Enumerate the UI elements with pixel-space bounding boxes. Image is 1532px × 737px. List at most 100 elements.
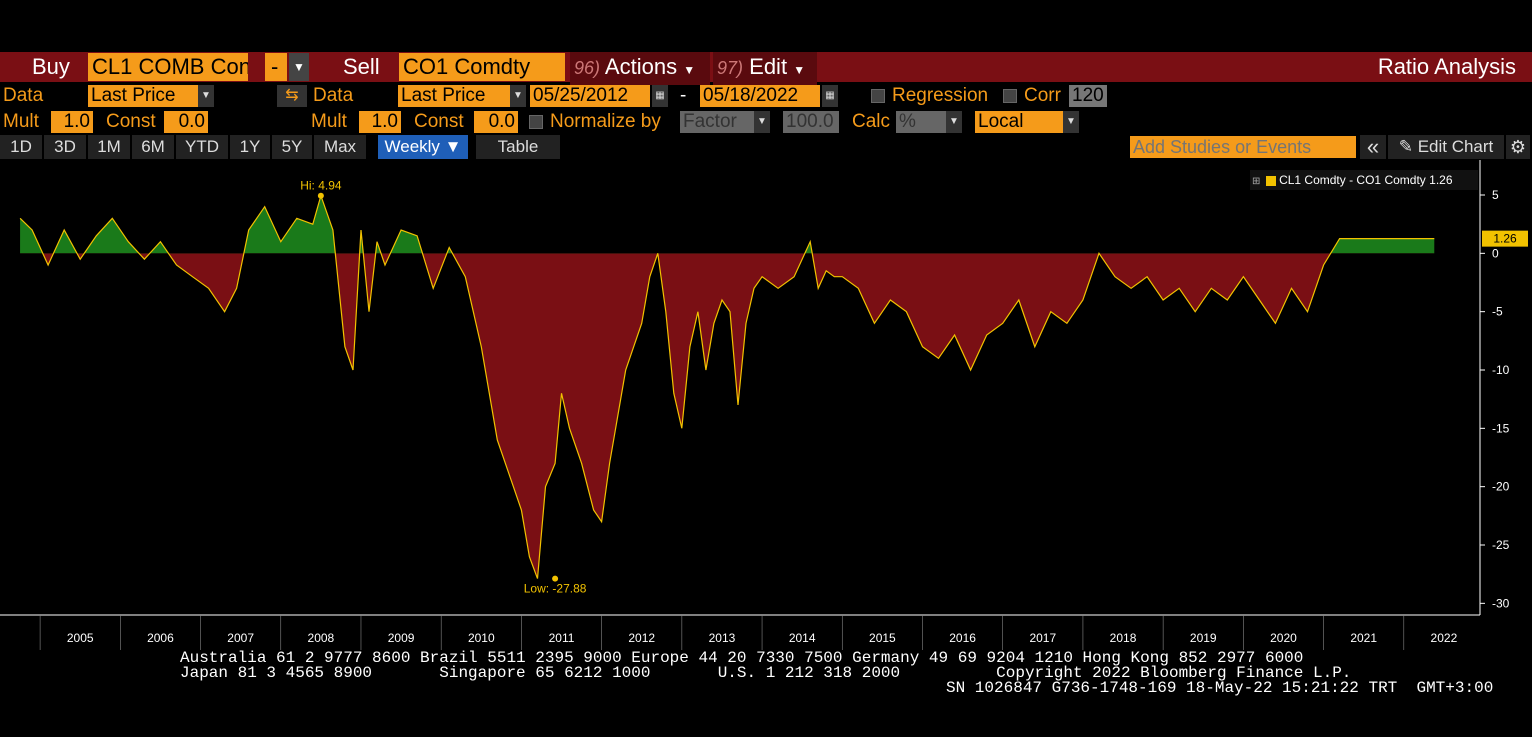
x-tick-label: 2011 — [549, 631, 575, 645]
mult-label-right: Mult — [311, 111, 347, 132]
const-input-left[interactable]: 0.0 — [164, 111, 208, 133]
chevron-down-icon: ▼ — [793, 63, 806, 77]
low-label: Low: -27.88 — [524, 582, 587, 596]
add-studies-input[interactable] — [1130, 136, 1356, 158]
collapse-icon[interactable]: « — [1360, 135, 1386, 159]
x-tick-label: 2013 — [709, 631, 736, 645]
mult-input-right[interactable]: 1.0 — [359, 111, 401, 133]
positive-area — [20, 195, 1435, 254]
hi-marker — [317, 192, 324, 199]
buy-ticker-input[interactable]: CL1 COMB Con — [88, 53, 248, 81]
normalize-factor-input[interactable]: 100.0 — [783, 111, 839, 133]
tab-table[interactable]: Table — [476, 135, 560, 159]
edit-menu-button[interactable]: 97) Edit ▼ — [713, 52, 817, 85]
data-label-right: Data — [313, 85, 354, 106]
normalize-checkbox[interactable] — [529, 115, 543, 129]
legend-swatch — [1265, 175, 1276, 186]
currency-select[interactable]: Local — [975, 111, 1063, 133]
corr-checkbox[interactable] — [1003, 89, 1017, 103]
x-tick-label: 2015 — [869, 631, 896, 645]
last-value-label: 1.26 — [1493, 232, 1517, 246]
chevron-down-icon[interactable]: ▼ — [1063, 111, 1079, 133]
x-tick-label: 2021 — [1350, 631, 1377, 645]
x-tick-label: 2006 — [147, 631, 174, 645]
actions-menu-button[interactable]: 96) Actions ▼ — [570, 52, 710, 85]
buy-label: Buy — [32, 54, 70, 79]
edit-chart-button[interactable]: ✎ Edit Chart — [1388, 135, 1504, 159]
chevron-down-icon[interactable]: ▼ — [754, 111, 770, 133]
x-tick-label: 2010 — [468, 631, 495, 645]
x-tick-label: 2008 — [308, 631, 335, 645]
legend-series-value: 1.26 — [1429, 173, 1453, 187]
chevron-down-icon[interactable]: ▼ — [946, 111, 962, 133]
chevron-down-icon: ▼ — [683, 63, 696, 77]
x-tick-label: 2016 — [949, 631, 976, 645]
legend-series-name: CL1 Comdty - CO1 Comdty — [1279, 173, 1426, 187]
swap-icon[interactable]: ⇆ — [277, 85, 307, 107]
y-tick-label: -25 — [1492, 538, 1510, 552]
ratio-chart: 5 0 -5 -10 -15 -20 -25 -30 2005 2006 2007 2008 2009 2… — [0, 160, 1528, 650]
tab-6m[interactable]: 6M — [132, 135, 174, 159]
actions-number: 96) — [574, 58, 601, 78]
mult-label-left: Mult — [3, 111, 39, 132]
y-tick-label: -15 — [1492, 421, 1510, 435]
calendar-icon[interactable]: ▦ — [822, 85, 838, 107]
y-tick-label: -20 — [1492, 480, 1510, 494]
x-tick-label: 2012 — [628, 631, 655, 645]
low-marker — [552, 575, 559, 582]
chevron-down-icon[interactable]: ▼ — [198, 85, 214, 107]
tab-3d[interactable]: 3D — [44, 135, 86, 159]
x-tick-label: 2022 — [1431, 631, 1458, 645]
tab-1y[interactable]: 1Y — [230, 135, 270, 159]
legend: ⊞ CL1 Comdty - CO1 Comdty 1.26 — [1250, 170, 1478, 190]
data-label-left: Data — [3, 85, 44, 106]
tab-max[interactable]: Max — [314, 135, 366, 159]
series-line — [19, 193, 1435, 579]
edit-chart-label: Edit Chart — [1417, 137, 1494, 156]
x-tick-label: 2005 — [67, 631, 94, 645]
normalize-label: Normalize by — [550, 111, 661, 132]
tab-ytd[interactable]: YTD — [176, 135, 228, 159]
tab-5y[interactable]: 5Y — [272, 135, 312, 159]
tab-1d[interactable]: 1D — [0, 135, 42, 159]
x-tick-label: 2014 — [789, 631, 816, 645]
calc-select[interactable]: % — [896, 111, 946, 133]
start-date-input[interactable]: 05/25/2012 — [530, 85, 650, 107]
chevron-down-icon[interactable]: ▼ — [510, 85, 526, 107]
operator-select[interactable]: - — [265, 53, 287, 81]
end-date-input[interactable]: 05/18/2022 — [700, 85, 820, 107]
date-separator: - — [680, 85, 687, 106]
y-tick-label: -30 — [1492, 596, 1510, 610]
const-label-right: Const — [414, 111, 464, 132]
x-tick-label: 2007 — [227, 631, 254, 645]
const-input-right[interactable]: 0.0 — [474, 111, 518, 133]
corr-window-input[interactable]: 120 — [1069, 85, 1107, 107]
x-tick-label: 2020 — [1270, 631, 1297, 645]
period-dropdown[interactable]: Weekly ▼ — [378, 135, 468, 159]
calendar-icon[interactable]: ▦ — [652, 85, 668, 107]
mult-input-left[interactable]: 1.0 — [51, 111, 93, 133]
calc-label: Calc — [852, 111, 891, 132]
operator-dropdown-icon[interactable]: ▼ — [289, 53, 309, 81]
negative-area — [42, 253, 1331, 579]
footer-contacts-line2: Japan 81 3 4565 8900 Singapore 65 6212 1… — [180, 664, 1352, 682]
corr-label: Corr — [1024, 85, 1061, 106]
y-tick-label: 0 — [1492, 246, 1499, 260]
footer-contacts-line1: Australia 61 2 9777 8600 Brazil 5511 239… — [180, 649, 1304, 667]
expand-icon[interactable]: ⊞ — [1252, 176, 1261, 187]
sell-ticker-input[interactable]: CO1 Comdty — [399, 53, 565, 81]
page-title: Ratio Analysis — [1377, 54, 1516, 79]
actions-label: Actions — [604, 54, 678, 79]
normalize-select[interactable]: Factor — [680, 111, 754, 133]
y-tick-label: -10 — [1492, 363, 1510, 377]
x-tick-label: 2017 — [1029, 631, 1056, 645]
y-tick-label: 5 — [1492, 188, 1499, 202]
gear-icon[interactable]: ⚙ — [1506, 135, 1530, 159]
data-field-right[interactable]: Last Price — [398, 85, 510, 107]
regression-checkbox[interactable] — [871, 89, 885, 103]
x-tick-label: 2018 — [1110, 631, 1137, 645]
tab-1m[interactable]: 1M — [88, 135, 130, 159]
hi-label: Hi: 4.94 — [300, 179, 342, 193]
y-tick-label: -5 — [1492, 305, 1503, 319]
data-field-left[interactable]: Last Price — [88, 85, 198, 107]
